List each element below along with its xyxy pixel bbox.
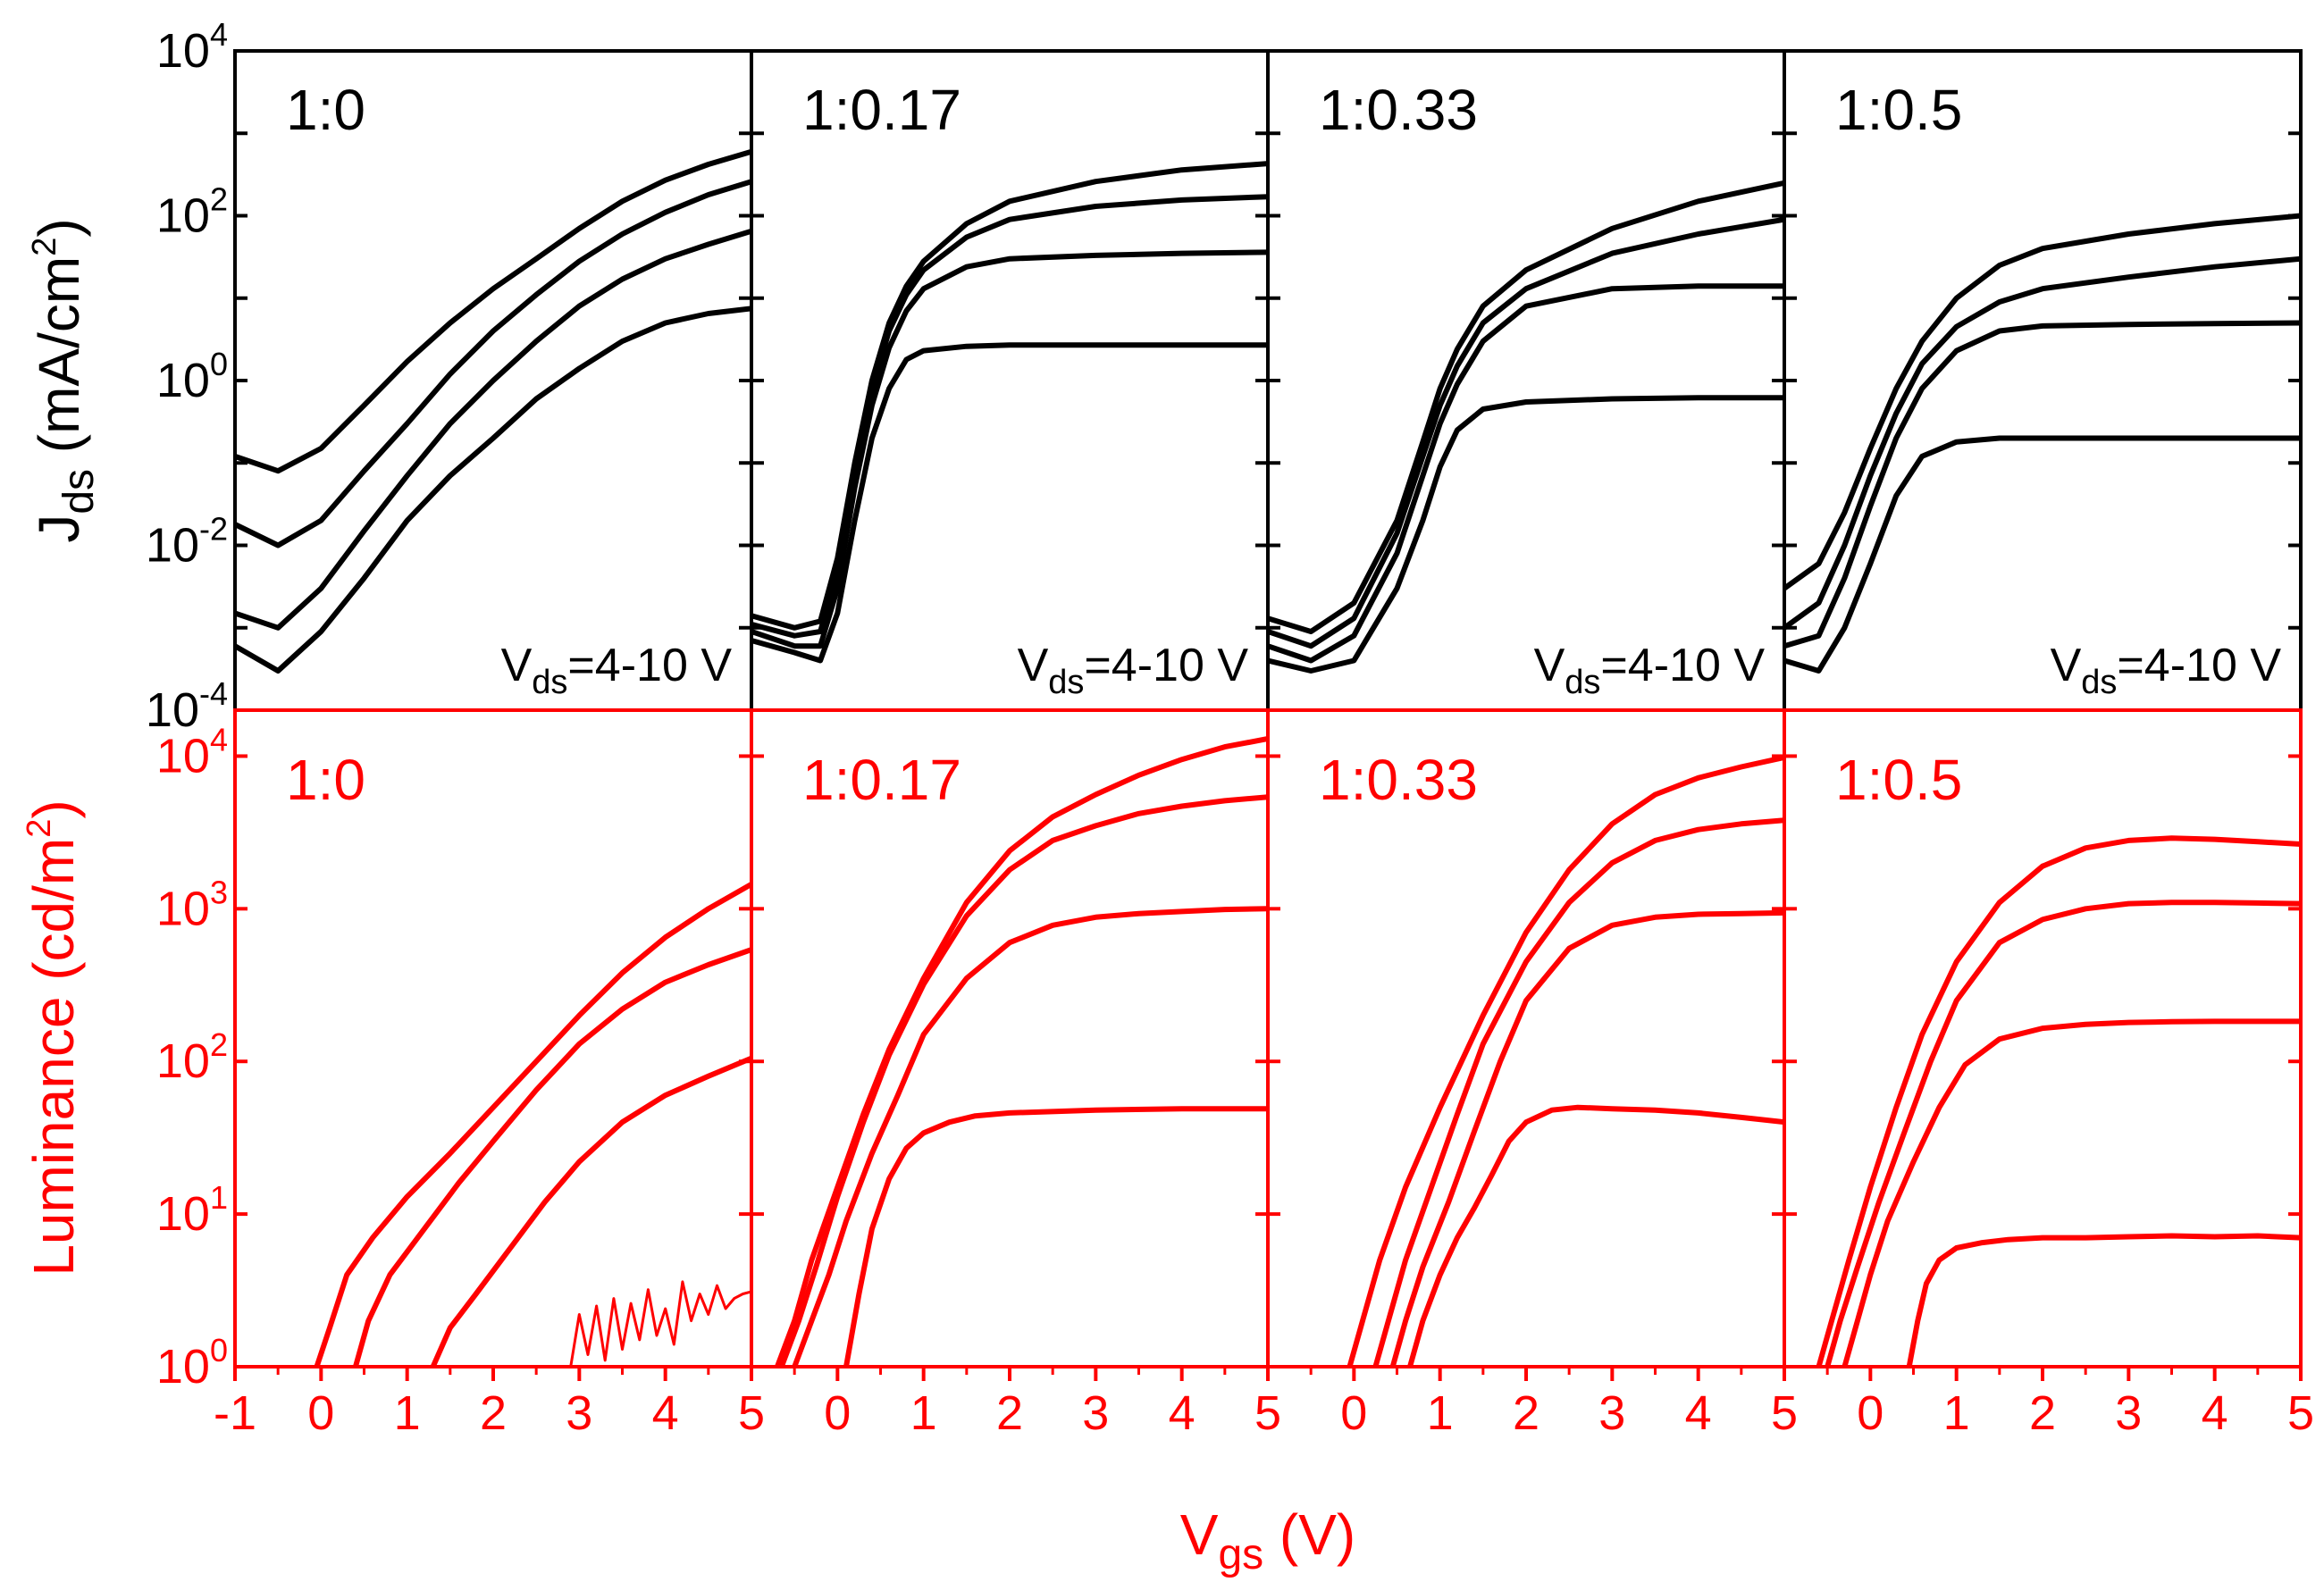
series-line-bottom-2-0	[1347, 754, 1784, 1367]
series-line-top-1-2	[751, 194, 1268, 639]
xtick-label: 2	[1513, 1386, 1540, 1440]
series-line-bottom-1-3	[843, 1106, 1268, 1367]
series-line-top-1-3	[751, 161, 1268, 631]
panel-frame-top-3	[1783, 49, 2303, 712]
series-line-bottom-0-0	[314, 881, 751, 1367]
series-line-bottom-1-2	[792, 906, 1268, 1367]
series-line-bottom-0-3	[569, 1280, 751, 1367]
xtick-label: 0	[1340, 1386, 1367, 1440]
ytick-label: 103	[156, 874, 228, 935]
series-line-top-2-2	[1268, 216, 1784, 649]
series-line-top-1-1	[751, 249, 1268, 649]
xtick-label: 5	[2287, 1386, 2314, 1440]
xtick-label: 0	[1857, 1386, 1884, 1440]
series-line-bottom-2-1	[1372, 817, 1784, 1367]
panel-label: 1:0.33	[1319, 748, 1478, 812]
xtick-label: 4	[2202, 1386, 2228, 1440]
series-line-top-0-1	[235, 228, 751, 631]
xtick-label: 0	[824, 1386, 851, 1440]
series-line-top-3-0	[1784, 435, 2301, 674]
panel-label: 1:0.33	[1319, 78, 1478, 142]
vds-annotation: Vds=4-10 V	[501, 640, 733, 701]
xtick-label: 5	[738, 1386, 765, 1440]
xtick-label: 3	[566, 1386, 592, 1440]
series-line-bottom-0-1	[352, 947, 751, 1367]
series-line-top-2-1	[1268, 283, 1784, 664]
ytick-label: 100	[156, 1332, 228, 1394]
ytick-label: 10-2	[146, 511, 228, 573]
series-line-top-3-1	[1784, 320, 2301, 649]
panel-label: 1:0.17	[802, 78, 961, 142]
xtick-label: 1	[910, 1386, 937, 1440]
plot-layer	[233, 49, 2303, 1381]
series-line-bottom-3-2	[1842, 1018, 2301, 1367]
series-line-bottom-1-1	[778, 794, 1268, 1367]
xtick-label: 4	[652, 1386, 679, 1440]
xtick-label: 3	[2115, 1386, 2142, 1440]
x-axis-title: Vgs (V)	[1180, 1502, 1355, 1578]
xtick-label: 2	[996, 1386, 1023, 1440]
panel-label: 1:0	[286, 748, 365, 812]
series-line-top-2-0	[1268, 395, 1784, 674]
panel-label: 1:0.17	[802, 748, 961, 812]
y-axis-title-bottom: Luminance (cd/m2)	[21, 799, 86, 1276]
series-line-top-3-3	[1784, 213, 2301, 591]
ytick-label: 102	[156, 181, 228, 243]
series-line-bottom-3-0	[1816, 835, 2301, 1367]
series-line-top-1-0	[751, 342, 1268, 664]
xtick-label: 1	[394, 1386, 421, 1440]
xtick-label: -1	[214, 1386, 256, 1440]
xtick-label: 4	[1169, 1386, 1196, 1440]
panel-label: 1:0	[286, 78, 365, 142]
ytick-label: 102	[156, 1026, 228, 1088]
xtick-label: 3	[1598, 1386, 1625, 1440]
ytick-label: 104	[156, 721, 228, 783]
xtick-label: 2	[480, 1386, 507, 1440]
series-line-bottom-2-3	[1407, 1104, 1784, 1367]
series-line-top-0-2	[235, 179, 751, 548]
vds-annotation: Vds=4-10 V	[2051, 640, 2282, 701]
series-line-bottom-3-1	[1825, 900, 2301, 1367]
series-line-bottom-1-0	[774, 736, 1268, 1367]
series-line-top-0-3	[235, 148, 751, 474]
xtick-label: 5	[1254, 1386, 1281, 1440]
ytick-label: 100	[156, 346, 228, 407]
panel-label: 1:0.5	[1835, 748, 1962, 812]
series-line-top-0-0	[235, 306, 751, 674]
series-line-bottom-3-3	[1906, 1233, 2301, 1367]
vds-annotation: Vds=4-10 V	[1534, 640, 1766, 701]
series-line-top-3-2	[1784, 255, 2301, 631]
ytick-label: 104	[156, 16, 228, 78]
panel-label: 1:0.5	[1835, 78, 1962, 142]
series-line-bottom-2-2	[1389, 909, 1784, 1367]
xtick-label: 2	[2029, 1386, 2056, 1440]
y-axis-title-top: Jds (mA/cm2)	[26, 218, 103, 542]
xtick-label: 4	[1685, 1386, 1712, 1440]
ytick-label: 101	[156, 1179, 228, 1241]
xtick-label: 0	[307, 1386, 334, 1440]
series-line-bottom-0-2	[430, 1055, 751, 1367]
series-line-top-2-3	[1268, 180, 1784, 634]
vds-annotation: Vds=4-10 V	[1018, 640, 1249, 701]
label-layer: 1:0 Vds=4-10 V 1:0.17 Vds=4-10 V 1:0.33 Vds=4…	[21, 16, 2314, 1578]
xtick-label: 1	[1943, 1386, 1970, 1440]
xtick-label: 1	[1427, 1386, 1454, 1440]
xtick-label: 3	[1082, 1386, 1109, 1440]
xtick-label: 5	[1771, 1386, 1798, 1440]
ytick-label: 10-4	[146, 675, 228, 737]
